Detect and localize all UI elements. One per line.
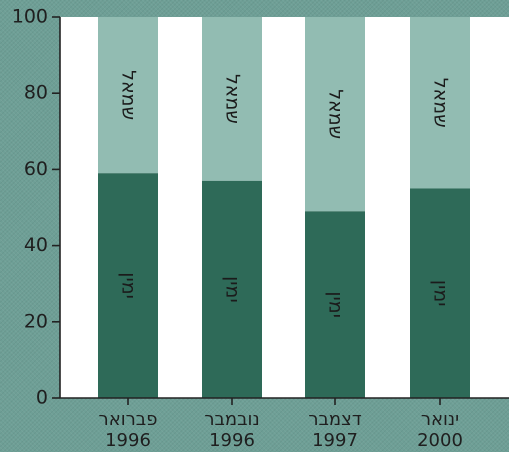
bar-segment-lower [305,211,365,398]
bar-segment-label: שמאל [118,70,140,120]
y-tick-label: 0 [36,387,48,409]
x-tick-label: נובמבר [204,409,259,430]
x-tick-label: ינואר [421,409,459,430]
x-tick-label: 1996 [105,430,151,451]
bar-segment-upper [98,17,158,174]
bar-segment-label: שמאל [430,78,452,128]
x-tick-label: 1996 [209,430,255,451]
y-tick-label: 100 [12,6,48,28]
bar-segment-upper [410,17,470,189]
bar-segment-label: ימין [118,272,140,299]
bar-segment-lower [410,188,470,398]
bar-segment-label: ימין [325,291,347,318]
x-tick-label: 1997 [312,430,358,451]
y-tick-label: 20 [24,310,48,332]
x-tick-label: פברואר [99,409,158,430]
bar-segment-label: שמאל [325,89,347,139]
x-tick-label: 2000 [417,430,463,451]
y-tick-label: 40 [24,234,48,256]
x-tick-label: דצמבר [308,409,361,430]
bar-segment-label: ימין [222,276,244,303]
bar-segment-upper [305,17,365,212]
bar-segment-upper [202,17,262,181]
bar-segment-lower [202,180,262,398]
bar-segment-label: שמאל [222,74,244,124]
bar-segment-lower [98,173,158,398]
bar-segment-label: ימין [430,280,452,307]
y-tick-label: 80 [24,82,48,104]
y-tick-label: 60 [24,158,48,180]
